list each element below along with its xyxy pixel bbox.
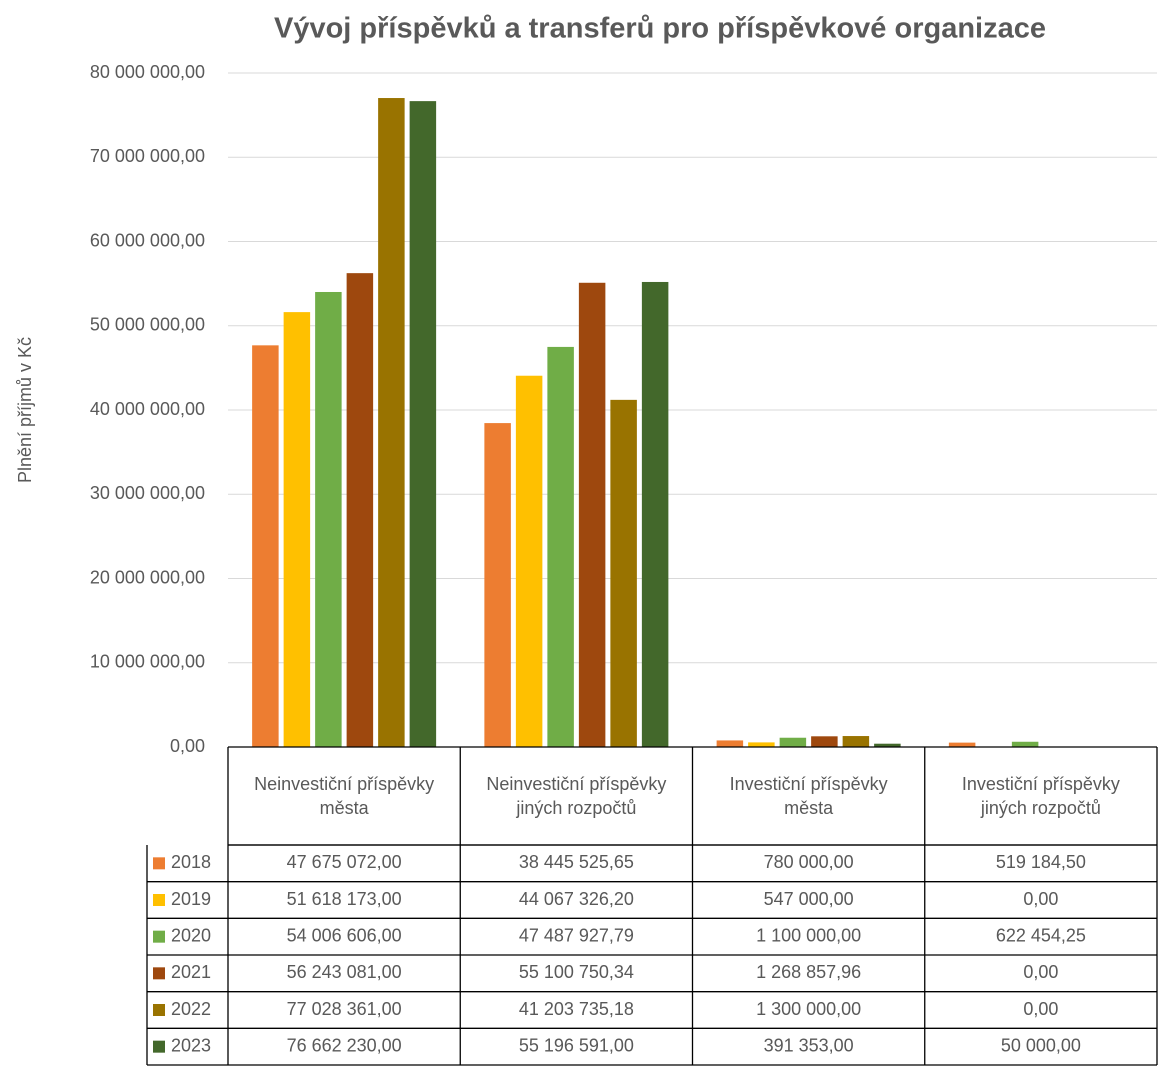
table-value: 1 268 857,96	[756, 962, 861, 982]
legend-label: 2019	[171, 889, 211, 909]
table-value: 0,00	[1023, 962, 1058, 982]
table-value: 47 487 927,79	[519, 925, 634, 945]
bar	[948, 742, 976, 747]
table-value: 38 445 525,65	[519, 852, 634, 872]
bar	[811, 736, 838, 747]
table-value: 391 353,00	[764, 1035, 854, 1055]
bar	[716, 740, 744, 747]
y-tick-label: 50 000 000,00	[90, 315, 205, 335]
table-header-cell: Investiční příspěvky města	[729, 774, 888, 818]
legend-label: 2018	[171, 852, 211, 872]
bar	[748, 742, 775, 747]
legend-label: 2021	[171, 962, 211, 982]
table-value: 0,00	[1023, 999, 1058, 1019]
table-value: 55 100 750,34	[519, 962, 634, 982]
bar	[641, 281, 669, 747]
table-value: 47 675 072,00	[287, 852, 402, 872]
category-label: Investiční příspěvky jiných rozpočtů	[961, 774, 1120, 818]
table-header-cell: Neinvestiční příspěvky města	[254, 774, 435, 818]
bar	[547, 346, 574, 747]
bar	[484, 423, 511, 747]
table-value: 519 184,50	[996, 852, 1086, 872]
table-value: 1 300 000,00	[756, 999, 861, 1019]
bar	[409, 101, 437, 747]
y-tick-label: 40 000 000,00	[90, 399, 205, 419]
table-value: 76 662 230,00	[287, 1035, 402, 1055]
table-value: 55 196 591,00	[519, 1035, 634, 1055]
legend-label: 2020	[171, 925, 211, 945]
table-value: 54 006 606,00	[287, 925, 402, 945]
legend-key	[153, 894, 165, 906]
table-value: 77 028 361,00	[287, 999, 402, 1019]
table-value: 51 618 173,00	[287, 889, 402, 909]
y-tick-label: 0,00	[170, 736, 205, 756]
legend-key	[153, 930, 165, 943]
table-header-cell: Investiční příspěvky jiných rozpočtů	[961, 774, 1120, 818]
y-tick-label: 20 000 000,00	[90, 567, 205, 587]
bar	[515, 375, 543, 747]
y-tick-label: 60 000 000,00	[90, 230, 205, 250]
bar	[378, 98, 405, 747]
table-value: 1 100 000,00	[756, 925, 861, 945]
legend-label: 2022	[171, 999, 211, 1019]
bar	[610, 399, 637, 747]
table-value: 44 067 326,20	[519, 889, 634, 909]
y-tick-label: 70 000 000,00	[90, 146, 205, 166]
table-value: 56 243 081,00	[287, 962, 402, 982]
legend-key	[153, 857, 165, 870]
chart-title: Vývoj příspěvků a transferů pro příspěvk…	[274, 13, 1046, 45]
bar	[346, 273, 374, 747]
category-label: Investiční příspěvky města	[729, 774, 888, 818]
bar	[252, 345, 279, 747]
category-label: Neinvestiční příspěvky jiných rozpočtů	[486, 774, 667, 818]
legend-key	[153, 1004, 165, 1016]
table-value: 50 000,00	[1001, 1035, 1081, 1055]
table-value: 780 000,00	[764, 852, 854, 872]
bar	[578, 282, 606, 747]
table-header-cell: Neinvestiční příspěvky jiných rozpočtů	[486, 774, 667, 818]
bar	[1011, 741, 1039, 747]
y-tick-label: 30 000 000,00	[90, 483, 205, 503]
bar	[315, 291, 342, 747]
table-value: 622 454,25	[996, 925, 1086, 945]
legend-key	[153, 1040, 165, 1053]
category-label: Neinvestiční příspěvky města	[254, 774, 435, 818]
bar	[874, 743, 901, 747]
table-value: 41 203 735,18	[519, 999, 634, 1019]
legend-key	[153, 967, 165, 980]
y-axis-label: Plnění příjmů v Kč	[15, 337, 35, 483]
bar	[842, 736, 870, 747]
table-value: 547 000,00	[764, 889, 854, 909]
y-tick-label: 80 000 000,00	[90, 62, 205, 82]
legend-label: 2023	[171, 1035, 211, 1055]
bar	[779, 737, 807, 747]
y-tick-label: 10 000 000,00	[90, 652, 205, 672]
table-value: 0,00	[1023, 889, 1058, 909]
bar	[283, 312, 311, 747]
